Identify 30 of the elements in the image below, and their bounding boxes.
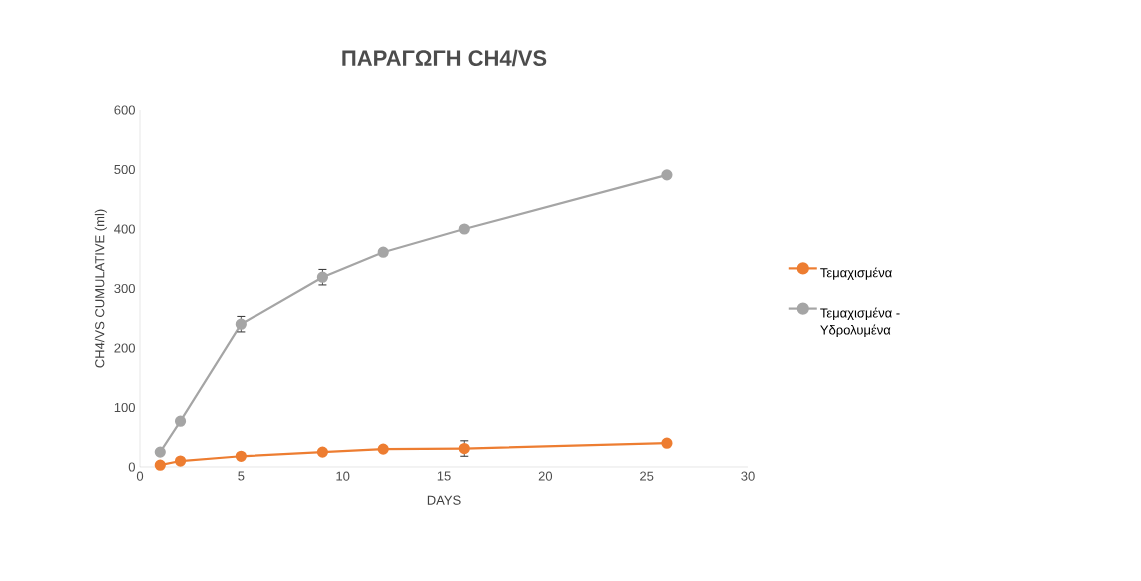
y-axis-title: CH4/VS CUMULATIVE (ml) [94, 209, 107, 368]
legend-label: Τεμαχισμένα - Υδρολυμένα [820, 307, 900, 338]
point [235, 450, 247, 462]
y-tick-label: 600 [114, 105, 135, 115]
chart-title: ΠΑΡΑΓΩΓΗ CH4/VS [342, 49, 547, 67]
x-tick-label: 10 [336, 471, 350, 481]
point [661, 437, 673, 449]
x-axis-title: DAYS [427, 495, 461, 505]
point [174, 455, 187, 467]
x-tick-label: 0 [136, 471, 144, 481]
point [377, 443, 389, 455]
point [377, 246, 389, 258]
y-tick-label: 500 [114, 164, 135, 175]
point [316, 446, 329, 458]
y-tick-label: 400 [114, 224, 135, 234]
x-tick-label: 25 [640, 471, 654, 481]
x-tick-label: 30 [741, 471, 755, 481]
point [458, 223, 470, 235]
point [174, 415, 187, 427]
point [154, 446, 166, 458]
y-tick-label: 200 [114, 343, 135, 353]
x-tick-label: 5 [238, 471, 245, 481]
point [661, 169, 673, 181]
x-tick-label: 15 [437, 471, 451, 481]
y-tick-label: 300 [114, 283, 135, 294]
y-tick-label: 0 [128, 462, 135, 472]
point [154, 459, 166, 471]
y-tick-label: 100 [114, 402, 135, 413]
legend-label: Τεμαχισμένα [820, 267, 892, 280]
x-tick-label: 20 [538, 471, 553, 481]
